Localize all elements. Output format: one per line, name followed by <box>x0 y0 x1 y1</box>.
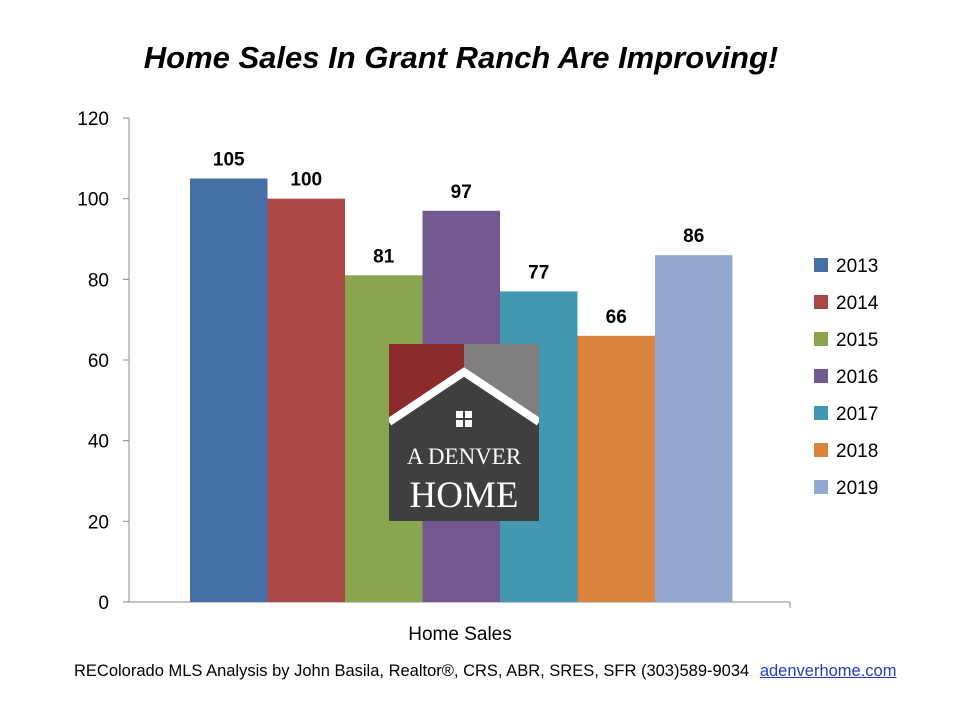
y-tick-label: 80 <box>88 270 109 291</box>
bar-2019 <box>655 255 733 602</box>
chart-title: Home Sales In Grant Ranch Are Improving! <box>143 40 779 75</box>
footer-credit: REColorado MLS Analysis by John Basila, … <box>74 662 750 680</box>
footer: REColorado MLS Analysis by John Basila, … <box>74 662 896 681</box>
house-roof-icon <box>389 367 539 521</box>
legend-label-2019: 2019 <box>836 478 878 499</box>
y-tick-label: 120 <box>77 109 109 130</box>
y-tick-label: 100 <box>77 190 109 211</box>
data-label-2014: 100 <box>290 170 322 191</box>
data-label-2018: 66 <box>606 307 627 328</box>
legend-label-2016: 2016 <box>836 367 878 388</box>
legend-swatch-2013 <box>814 258 828 272</box>
legend-label-2014: 2014 <box>836 293 879 314</box>
y-tick-label: 40 <box>88 432 109 453</box>
data-label-2017: 77 <box>528 262 549 283</box>
website-link[interactable]: adenverhome.com <box>759 662 897 680</box>
legend-swatch-2014 <box>814 295 828 309</box>
legend-label-2015: 2015 <box>836 330 878 351</box>
legend-swatch-2016 <box>814 369 828 383</box>
legend-swatch-2017 <box>814 406 828 420</box>
legend-label-2013: 2013 <box>836 256 878 277</box>
y-tick-label: 20 <box>88 512 109 533</box>
data-label-2013: 105 <box>213 150 245 171</box>
data-label-2015: 81 <box>373 246 395 267</box>
legend-label-2018: 2018 <box>836 441 878 462</box>
y-tick-label: 0 <box>98 593 109 614</box>
legend-label-2017: 2017 <box>836 404 878 425</box>
bar-2014 <box>267 198 345 602</box>
bar-2018 <box>577 335 655 602</box>
logo-line-1: A DENVER <box>406 444 522 469</box>
logo-line-2: HOME <box>409 475 519 516</box>
data-label-2019: 86 <box>683 226 704 247</box>
legend-swatch-2015 <box>814 332 828 346</box>
y-tick-label: 60 <box>88 351 109 372</box>
x-category-label: Home Sales <box>408 624 512 645</box>
data-label-2016: 97 <box>451 182 472 203</box>
legend-swatch-2019 <box>814 480 828 494</box>
bar-2013 <box>190 178 268 602</box>
a-denver-home-logo: A DENVER HOME <box>389 344 539 521</box>
legend-swatch-2018 <box>814 443 828 457</box>
